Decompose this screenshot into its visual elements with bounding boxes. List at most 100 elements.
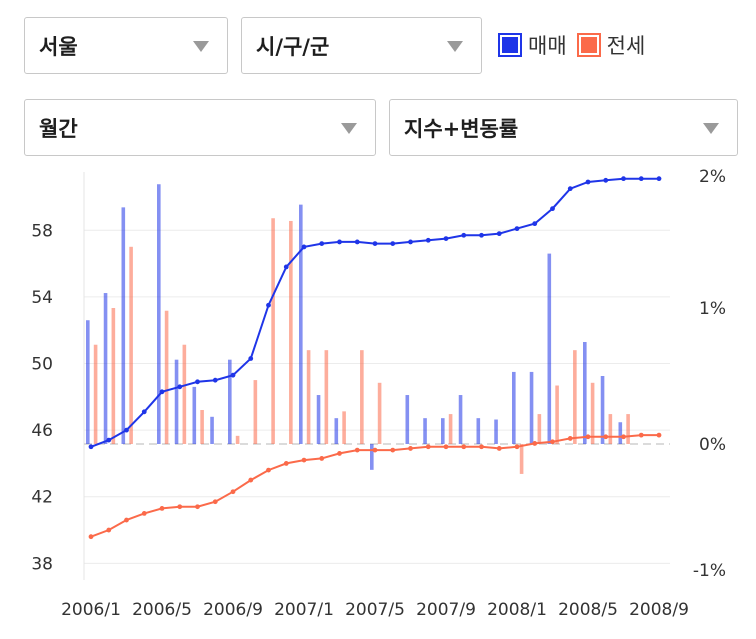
point-sale-index — [354, 239, 360, 245]
point-sale-index — [337, 239, 342, 245]
point-jeonse-index — [656, 432, 662, 438]
x-tick-label: 2008/1 — [487, 600, 547, 620]
point-sale-index — [124, 427, 129, 433]
point-sale-index — [621, 176, 626, 182]
point-sale-index — [106, 437, 112, 443]
point-sale-index — [195, 379, 200, 385]
point-sale-index — [372, 241, 378, 247]
x-tick-label: 2008/9 — [629, 600, 689, 620]
point-sale-index — [212, 377, 218, 383]
point-jeonse-index — [550, 439, 555, 445]
y-right-tick-label: 1% — [699, 299, 726, 319]
chevron-down-icon — [341, 122, 357, 134]
bar-jeonse-change — [111, 308, 116, 444]
bar-sale-change — [316, 395, 321, 444]
bar-jeonse-change — [129, 246, 133, 444]
bar-jeonse-change — [200, 410, 204, 444]
bar-sale-change — [86, 320, 90, 444]
point-sale-index — [248, 356, 254, 361]
point-jeonse-index — [212, 499, 218, 505]
legend-item-sale[interactable]: 매매 — [498, 30, 567, 60]
point-jeonse-index — [230, 489, 236, 495]
bar-sale-change — [547, 253, 552, 444]
bar-jeonse-change — [608, 414, 613, 444]
bar-sale-change — [299, 204, 303, 444]
bar-jeonse-change — [590, 382, 595, 444]
metric-select-value: 지수+변동률 — [404, 116, 519, 141]
bar-jeonse-change — [324, 350, 329, 444]
bar-sale-change — [228, 359, 232, 444]
point-sale-index — [408, 239, 413, 245]
point-jeonse-index — [124, 517, 129, 523]
point-jeonse-index — [585, 434, 591, 440]
y-left-tick-label: 42 — [31, 488, 53, 508]
point-jeonse-index — [425, 444, 431, 450]
point-sale-index — [567, 186, 573, 192]
point-jeonse-index — [177, 504, 183, 510]
bar-sale-change — [103, 293, 108, 444]
point-jeonse-index — [532, 441, 538, 446]
point-jeonse-index — [621, 434, 626, 440]
y-left-tick-label: 54 — [31, 288, 53, 308]
point-sale-index — [496, 231, 502, 237]
point-sale-index — [425, 237, 431, 243]
bar-jeonse-change — [306, 350, 311, 444]
legend-item-jeonse[interactable]: 전세 — [576, 30, 645, 60]
point-sale-index — [159, 389, 165, 395]
point-sale-index — [638, 176, 644, 182]
bar-jeonse-change — [537, 414, 542, 444]
point-sale-index — [479, 232, 484, 238]
price-index-chart: 38 42 46 50 54 58 2% 1% 0% -1% 2006/1 2006/5 2006/9 2… — [31, 167, 726, 620]
point-sale-index — [656, 176, 662, 182]
point-jeonse-index — [408, 446, 413, 451]
point-sale-index — [301, 244, 307, 250]
point-sale-index — [532, 221, 538, 227]
bar-sale-change — [476, 418, 481, 444]
bar-jeonse-change — [253, 380, 258, 444]
point-jeonse-index — [638, 432, 644, 438]
bar-sale-change — [423, 418, 427, 444]
point-sale-index — [319, 241, 325, 247]
chevron-down-icon — [447, 40, 463, 52]
bar-sale-change — [405, 395, 410, 444]
chevron-down-icon — [193, 40, 209, 52]
point-jeonse-index — [603, 434, 609, 440]
bar-sale-change — [192, 386, 197, 444]
point-jeonse-index — [266, 467, 271, 473]
bar-sale-change — [458, 395, 463, 444]
point-jeonse-index — [319, 456, 325, 461]
point-sale-index — [141, 409, 147, 415]
point-jeonse-index — [496, 446, 502, 451]
point-sale-index — [603, 177, 609, 183]
region-select[interactable]: 서울 — [24, 17, 228, 74]
point-jeonse-index — [301, 457, 307, 463]
bar-jeonse-change — [93, 344, 98, 444]
chart-legend: 매매 전세 — [498, 30, 655, 60]
bar-jeonse-change — [573, 350, 577, 444]
y-right-tick-label: 0% — [699, 435, 726, 455]
point-jeonse-index — [354, 447, 360, 453]
point-jeonse-index — [372, 447, 378, 453]
bar-jeonse-change — [626, 414, 630, 444]
metric-select[interactable]: 지수+변동률 — [389, 99, 738, 156]
bar-sale-change — [529, 371, 534, 444]
point-sale-index — [283, 264, 289, 270]
point-jeonse-index — [88, 534, 94, 540]
x-tick-label: 2007/1 — [274, 600, 334, 620]
y-left-tick-label: 38 — [31, 554, 53, 574]
point-jeonse-index — [443, 444, 449, 450]
point-sale-index — [88, 444, 94, 450]
point-jeonse-index — [283, 461, 289, 466]
x-tick-label: 2006/5 — [132, 600, 192, 620]
point-jeonse-index — [195, 504, 200, 510]
bar-sale-change — [600, 376, 605, 444]
period-select[interactable]: 월간 — [24, 99, 376, 156]
legend-swatch-jeonse — [576, 33, 601, 57]
point-sale-index — [390, 241, 396, 247]
bar-sale-change — [618, 422, 623, 444]
bar-jeonse-change — [289, 220, 293, 444]
point-jeonse-index — [337, 451, 342, 456]
legend-swatch-sale — [498, 33, 522, 57]
point-sale-index — [550, 206, 555, 212]
district-select[interactable]: 시/구/군 — [241, 17, 482, 74]
